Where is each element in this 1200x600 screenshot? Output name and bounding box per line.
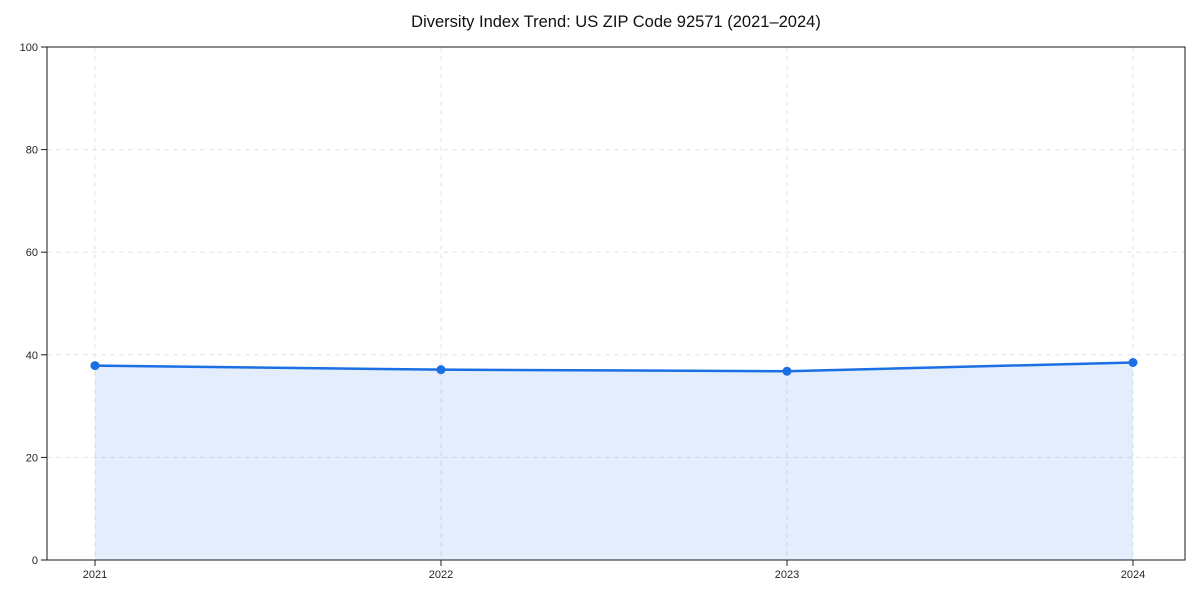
x-tick-label-2024: 2024 [1121,569,1145,581]
data-point-2022 [436,365,446,375]
plot-border [46,46,1186,561]
x-tick-label-2023: 2023 [775,569,799,581]
trend-line [93,361,1135,373]
y-tick-label-80: 80 [26,145,38,157]
x-tick-label-2021: 2021 [83,569,107,581]
data-point-2023 [782,366,792,376]
data-points [90,357,1138,376]
data-point-2024 [1128,357,1138,367]
y-tick-label-60: 60 [26,247,38,259]
y-tick-label-20: 20 [26,452,38,464]
x-tick-label-2022: 2022 [429,569,453,581]
chart-title: Diversity Index Trend: US ZIP Code 92571… [411,13,821,31]
axis-ticks-and-labels: 0 20 40 60 80 100 2021 2022 2023 2024 [20,42,1146,581]
data-point-2021 [90,361,100,371]
y-tick-label-0: 0 [32,555,38,567]
y-tick-label-40: 40 [26,350,38,362]
area-fill [95,362,1133,560]
y-tick-label-100: 100 [20,42,38,54]
